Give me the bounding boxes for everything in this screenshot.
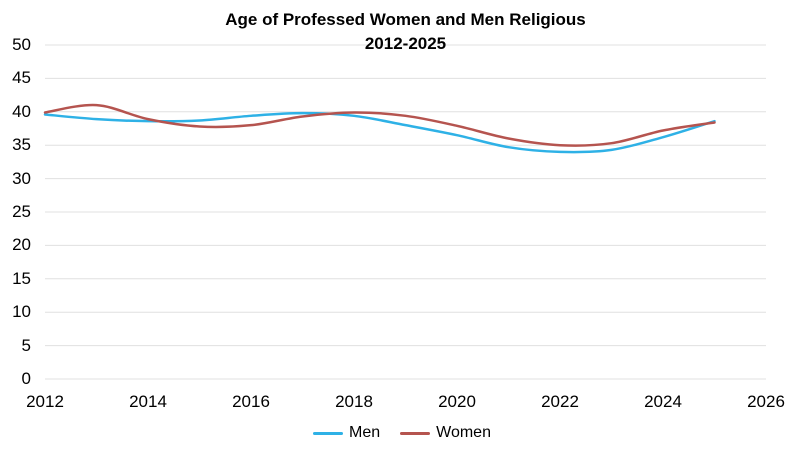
gridlines [45, 44, 766, 380]
y-axis-tick-label: 5 [21, 335, 31, 355]
y-axis-tick-label: 25 [12, 202, 31, 221]
chart-subtitle: 2012-2025 [364, 34, 447, 53]
chart-titles: Age of Professed Women and Men Religious… [45, 8, 766, 56]
x-axis-tick-label: 2014 [129, 392, 167, 411]
y-axis-tick-label: 10 [12, 302, 31, 322]
legend-item-women: Women [400, 423, 491, 443]
legend: Men Women [0, 423, 804, 443]
y-axis-tick-label: 0 [21, 369, 31, 388]
legend-label-women: Women [436, 424, 491, 441]
legend-item-men: Men [313, 423, 380, 443]
women-line-swatch-icon [400, 431, 431, 435]
x-axis-tick-label: 2024 [644, 392, 682, 411]
legend-label-men: Men [349, 424, 381, 441]
series-lines [43, 103, 716, 154]
y-axis-tick-label: 30 [12, 168, 31, 188]
y-axis-tick-label: 15 [12, 268, 31, 288]
chart-title: Age of Professed Women and Men Religious [225, 10, 586, 29]
x-axis-tick-label: 2016 [232, 392, 270, 411]
y-axis-tick-label: 50 [12, 35, 31, 54]
y-axis-tick-label: 35 [12, 135, 31, 155]
y-axis-tick-label: 20 [12, 235, 31, 255]
y-axis-tick-label: 40 [12, 101, 31, 121]
x-axis-tick-label: 2018 [335, 392, 373, 411]
x-axis-tick-label: 2022 [541, 392, 579, 411]
women-line [43, 103, 716, 147]
men-line-swatch-icon [313, 431, 344, 435]
y-axis-tick-label: 45 [12, 68, 31, 88]
x-axis-tick-label: 2026 [747, 392, 785, 411]
x-axis-tick-label: 2020 [438, 392, 476, 411]
x-axis-tick-label: 2012 [26, 392, 64, 411]
